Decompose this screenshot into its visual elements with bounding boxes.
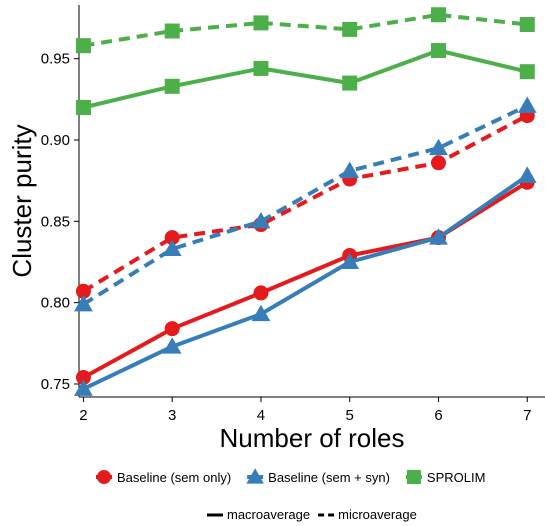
data-point	[340, 161, 360, 178]
data-point	[519, 17, 535, 33]
y-axis-title: Cluster purity	[7, 124, 37, 277]
y-tick-label: 0.90	[41, 132, 70, 149]
x-tick-label: 4	[257, 407, 265, 424]
data-point	[75, 38, 91, 54]
data-point	[162, 239, 182, 257]
series-line	[82, 113, 529, 294]
series-layer	[74, 7, 537, 396]
x-tick-label: 7	[523, 407, 531, 424]
x-tick-label: 2	[79, 407, 87, 424]
data-point	[164, 23, 180, 39]
data-point	[75, 283, 91, 299]
legend-label: Baseline (sem only)	[117, 470, 231, 485]
data-point	[162, 337, 182, 354]
series-5	[75, 7, 535, 54]
series-line	[82, 48, 528, 110]
y-tick-label: 0.95	[41, 51, 70, 68]
legend-style-label: microaverage	[338, 507, 417, 522]
data-point	[342, 21, 358, 37]
data-point	[74, 294, 93, 312]
data-point	[430, 43, 446, 59]
data-point	[340, 252, 360, 270]
data-point	[164, 230, 180, 246]
legend-style-item: macroaverage	[207, 507, 310, 522]
data-point	[430, 7, 446, 23]
legend-label: SPROLIM	[427, 470, 486, 485]
series-0	[75, 174, 535, 385]
legend-item: SPROLIM	[405, 470, 486, 485]
legend-style-item: microaverage	[318, 507, 417, 522]
data-point	[164, 78, 180, 94]
data-point	[251, 304, 271, 322]
legend-key-marker	[246, 468, 264, 484]
legend-styles: macroaverage microaverage	[207, 507, 417, 522]
y-tick-label: 0.75	[41, 376, 70, 393]
legend-series: Baseline (sem only) Baseline (sem + syn) S…	[96, 468, 485, 485]
x-tick-label: 3	[168, 407, 176, 424]
y-tick-label: 0.85	[41, 213, 70, 230]
series-3	[74, 96, 537, 312]
legend-key-marker	[97, 470, 111, 484]
legend-key-marker	[406, 470, 421, 484]
data-point	[75, 99, 91, 115]
x-tick-label: 5	[346, 407, 354, 424]
series-line	[82, 180, 529, 380]
legend-style-label: macroaverage	[227, 507, 310, 522]
data-point	[429, 228, 448, 245]
axes	[78, 5, 545, 398]
y-tick-label: 0.80	[41, 295, 70, 312]
data-point	[74, 379, 93, 396]
data-point	[253, 285, 269, 301]
legend-item: Baseline (sem + syn)	[246, 468, 390, 485]
data-point	[75, 369, 91, 385]
data-point	[253, 60, 269, 76]
data-point	[519, 64, 535, 80]
series-2	[74, 166, 537, 396]
data-point	[517, 96, 537, 113]
data-point	[430, 155, 446, 171]
data-point	[342, 75, 358, 91]
legend-item: Baseline (sem only)	[96, 470, 231, 485]
series-line	[83, 12, 528, 48]
data-point	[429, 138, 448, 156]
series-4	[75, 43, 535, 115]
x-axis-title: Number of roles	[220, 423, 405, 453]
x-tick-label: 6	[434, 407, 442, 424]
data-point	[517, 166, 537, 183]
legend-label: Baseline (sem + syn)	[268, 470, 390, 485]
series-line	[82, 174, 529, 391]
data-point	[253, 15, 269, 31]
ticks: 2 3 4 5 6 7 0.75 0.80 0.85 0.90 0.95	[41, 51, 532, 424]
data-point	[251, 211, 271, 229]
data-point	[164, 321, 180, 337]
